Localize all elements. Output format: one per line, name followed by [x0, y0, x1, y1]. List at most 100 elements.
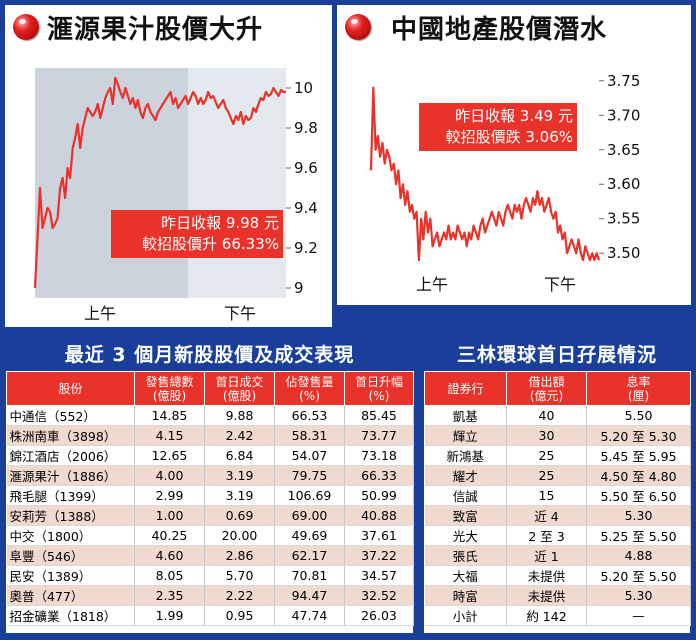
column-header: 證券行 — [424, 371, 507, 406]
table-cell: 9.88 — [204, 405, 275, 426]
table-row: 時富 未提供 5.30 — [424, 585, 691, 606]
table-row: 奧普（477） 2.35 2.22 94.47 32.52 — [6, 585, 414, 606]
session-label: 上午 — [416, 275, 448, 294]
table-cell: 4.15 — [134, 425, 205, 446]
table-cell: 2.86 — [204, 545, 275, 566]
table-cell: 50.99 — [344, 485, 414, 506]
table-cell: 40.25 — [134, 525, 205, 546]
price-line — [369, 86, 601, 262]
y-tick-label: 9 — [294, 279, 304, 297]
table-title: 三林環球首日孖展情況 — [424, 339, 690, 371]
table-cell: 4.60 — [134, 545, 205, 566]
table-cell: 2.22 — [204, 585, 275, 606]
table-cell: 4.50 至 4.80 — [586, 465, 691, 486]
table-cell: 54.07 — [274, 445, 345, 466]
y-tick-label: 3.60 — [607, 175, 640, 193]
table-cell: 40 — [506, 405, 587, 426]
table-cell: 4.88 — [586, 545, 691, 566]
y-tick-label: 3.50 — [607, 244, 640, 262]
table-cell: 85.45 — [344, 405, 414, 426]
table-cell: 73.77 — [344, 425, 414, 446]
column-header: 佔發售量 (%) — [274, 371, 345, 406]
ipo-performance-table-panel: 最近 3 個月新股股價及成交表現 股份 發售總數 (億股) 首日成交 (億股) 佔發售量(… — [3, 336, 416, 636]
table-cell: 40.88 — [344, 505, 414, 526]
table-cell: 株洲南車（3898） — [6, 425, 135, 446]
table-cell: 32.52 — [344, 585, 414, 606]
table-cell: 5.30 — [586, 505, 691, 526]
table-cell: 5.20 至 5.50 — [586, 565, 691, 586]
table-cell: 2.99 — [134, 485, 205, 506]
table-cell: 49.69 — [274, 525, 345, 546]
table-row: 小計約 142— — [424, 605, 691, 626]
margin-financing-table: 證券行 借出額 (億元) 息率 (厘) 凱基 40 5.50 輝立 30 5.20 至 5.30 新… — [424, 371, 691, 626]
table-cell: 光大 — [424, 525, 507, 546]
table-cell: 1.99 — [134, 605, 205, 626]
table-cell: 新鴻基 — [424, 445, 507, 466]
chart-panel-huiyuan: 滙源果汁股價大升 9 9.2 9.4 9.6 9.8 10 上午 下午 昨日收報 9.98 元較… — [5, 5, 332, 327]
red-ball-icon — [13, 14, 39, 40]
table-cell: 3.19 — [204, 485, 275, 506]
table-cell: 5.30 — [586, 585, 691, 606]
y-tick-label: 9.8 — [294, 119, 318, 137]
table-cell: 66.53 — [274, 405, 345, 426]
table-cell: 飛毛腿（1399） — [6, 485, 135, 506]
table-cell: 錦江酒店（2006） — [6, 445, 135, 466]
table-cell: 滙源果汁（1886） — [6, 465, 135, 486]
table-cell: 14.85 — [134, 405, 205, 426]
table-cell: 106.69 — [274, 485, 345, 506]
table-cell: 張氏 — [424, 545, 507, 566]
table-cell: 5.45 至 5.95 — [586, 445, 691, 466]
table-row: 張氏近 1 4.88 — [424, 545, 691, 566]
y-tick-label: 9.4 — [294, 199, 318, 217]
table-cell: 30 — [506, 425, 587, 446]
table-cell: 0.95 — [204, 605, 275, 626]
table-cell: 5.25 至 5.50 — [586, 525, 691, 546]
table-cell: 3.19 — [204, 465, 275, 486]
y-tick-label: 3.65 — [607, 141, 640, 159]
y-tick-label: 9.6 — [294, 159, 318, 177]
table-cell: 輝立 — [424, 425, 507, 446]
table-cell: 69.00 — [274, 505, 345, 526]
table-row: 飛毛腿（1399） 2.99 3.19 106.69 50.99 — [6, 485, 414, 506]
table-row: 輝立 30 5.20 至 5.30 — [424, 425, 691, 446]
table-cell: 26.03 — [344, 605, 414, 626]
table-row: 民安（1389） 8.05 5.70 70.81 34.57 — [6, 565, 414, 586]
table-cell: 5.20 至 5.30 — [586, 425, 691, 446]
table-row: 大福 未提供 5.20 至 5.50 — [424, 565, 691, 586]
table-cell: 25 — [506, 445, 587, 466]
table-cell: 中通信（552） — [6, 405, 135, 426]
table-cell: 25 — [506, 465, 587, 486]
table-cell: 12.65 — [134, 445, 205, 466]
table-cell: 73.18 — [344, 445, 414, 466]
table-cell: 2.35 — [134, 585, 205, 606]
table-cell: 未提供 — [506, 565, 587, 586]
table-cell: 安莉芳（1388） — [6, 505, 135, 526]
y-tick-label: 3.55 — [607, 210, 640, 228]
table-cell: 致富 — [424, 505, 507, 526]
session-label: 下午 — [224, 304, 256, 323]
table-cell: 5.50 — [586, 405, 691, 426]
table-cell: 8.05 — [134, 565, 205, 586]
table-cell: 小計 — [424, 605, 507, 626]
column-header: 首日成交 (億股) — [204, 371, 275, 406]
annotation-line: 較招股價升 66.33% — [142, 235, 279, 253]
line-chart-china-property: 3.50 3.55 3.60 3.65 3.70 3.75 上午 下午 昨日收報 3.49 元較… — [369, 72, 640, 294]
table-cell: 20.00 — [204, 525, 275, 546]
annotation-line: 昨日收報 3.49 元 — [455, 107, 573, 125]
table-row: 滙源果汁（1886） 4.00 3.19 79.75 66.33 — [6, 465, 414, 486]
afternoon-session-background — [188, 68, 286, 298]
y-tick-label: 10 — [294, 79, 313, 97]
chart-title: 滙源果汁股價大升 — [47, 15, 264, 45]
table-cell: 0.69 — [204, 505, 275, 526]
table-cell: 5.70 — [204, 565, 275, 586]
table-cell: 66.33 — [344, 465, 414, 486]
table-cell: 阜豐（546） — [6, 545, 135, 566]
table-cell: 62.17 — [274, 545, 345, 566]
table-row: 新鴻基 25 5.45 至 5.95 — [424, 445, 691, 466]
y-tick-label: 3.75 — [607, 72, 640, 90]
red-ball-icon — [345, 14, 371, 40]
annotation-line: 昨日收報 9.98 元 — [161, 214, 279, 232]
chart-title: 中國地產股價潛水 — [391, 15, 608, 45]
table-row: 光大 2 至 3 5.25 至 5.50 — [424, 525, 691, 546]
